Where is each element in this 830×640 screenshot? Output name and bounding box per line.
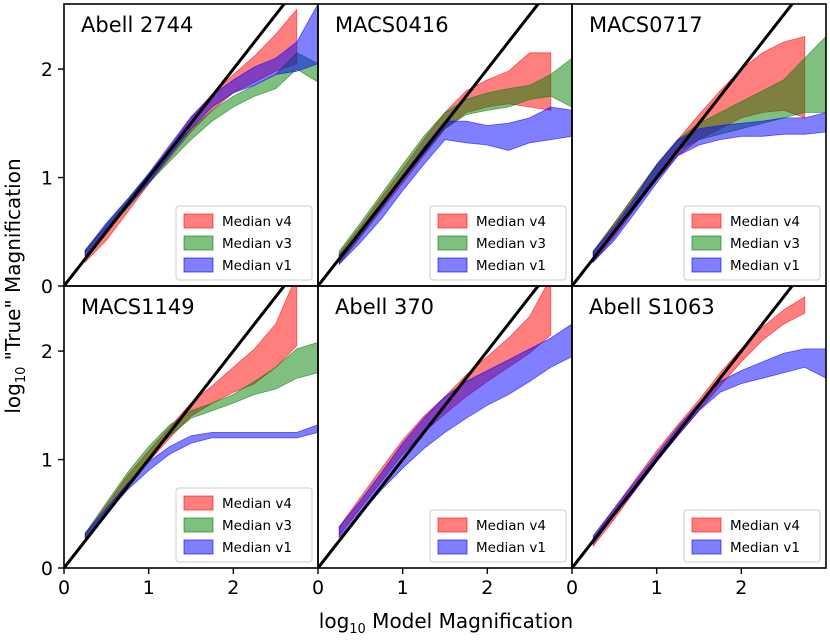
legend-label-median-v4-abell-s1063: Median v4: [730, 518, 800, 534]
legend-swatch-median-v4-abell-s1063: [691, 517, 722, 533]
one-to-one-line-macs1149: [64, 286, 287, 568]
legend-label-median-v4-abell-370: Median v4: [476, 518, 546, 534]
legend-swatch-median-v1-abell-s1063: [691, 539, 722, 555]
x-axis-title: log10 Model Magnification: [319, 609, 573, 637]
legend-label-median-v1-macs1149: Median v1: [222, 540, 292, 556]
panel-plot-area-macs0717: [572, 4, 826, 286]
panel-plot-area-abell-370: [318, 286, 572, 568]
panel-title-macs1149: MACS1149: [81, 295, 195, 319]
one-to-one-line-abell-2744: [64, 4, 287, 286]
legend-swatch-median-v1-macs1149: [183, 539, 214, 555]
one-to-one-line-macs0717: [572, 4, 795, 286]
x-tick-label-macs1149-0: 0: [58, 577, 70, 599]
y-axis-title-rest: "True" Magnification: [1, 158, 25, 366]
legend-label-median-v3-abell-2744: Median v3: [222, 236, 292, 252]
panel-title-macs0717: MACS0717: [589, 13, 703, 37]
panel-macs0717: MACS0717 Median v4 Median v3 Median v1: [571, 3, 827, 287]
legend-label-median-v4-macs0416: Median v4: [476, 214, 546, 230]
legend-label-median-v1-macs0717: Median v1: [730, 258, 800, 274]
legend-swatch-median-v4-macs0717: [691, 213, 722, 229]
legend-swatch-median-v1-abell-370: [437, 539, 468, 555]
legend-swatch-median-v1-macs0717: [691, 257, 722, 273]
legend-label-median-v1-abell-s1063: Median v1: [730, 540, 800, 556]
legend-macs1149: Median v4 Median v3 Median v1: [175, 487, 313, 563]
legend-swatch-median-v4-abell-370: [437, 517, 468, 533]
y-tick-label-macs1149-1: 1: [41, 450, 53, 472]
y-tick-label-abell-2744-1: 1: [41, 168, 53, 190]
one-to-one-line-abell-370: [318, 286, 541, 568]
panel-title-macs0416: MACS0416: [335, 13, 449, 37]
legend-label-median-v4-macs0717: Median v4: [730, 214, 800, 230]
panel-title-abell-370: Abell 370: [335, 295, 434, 319]
legend-label-median-v1-macs0416: Median v1: [476, 258, 546, 274]
x-tick-label-macs1149-2: 2: [227, 577, 239, 599]
x-tick-label-macs1149-1: 1: [143, 577, 155, 599]
x-tick-label-abell-370-2: 2: [481, 577, 493, 599]
panel-title-abell-s1063: Abell S1063: [589, 295, 715, 319]
legend-label-median-v1-abell-370: Median v1: [476, 540, 546, 556]
legend-label-median-v1-abell-2744: Median v1: [222, 258, 292, 274]
y-axis-title: log10 "True" Magnification: [1, 158, 29, 413]
panel-plot-area-macs0416: [318, 4, 572, 286]
one-to-one-line-abell-s1063: [572, 286, 795, 568]
legend-swatch-median-v4-abell-2744: [183, 213, 214, 229]
legend-label-median-v3-macs1149: Median v3: [222, 518, 292, 534]
y-tick-label-abell-2744-2: 2: [41, 59, 53, 81]
x-axis-title-subscript: 10: [349, 622, 366, 637]
panels-layer: 0 1 2 Abell 2744 Median v4 Median v3 Median v1…: [41, 3, 827, 599]
band-median-v4-abell-s1063: [592, 296, 806, 548]
panel-plot-area-macs1149: [64, 286, 318, 568]
panel-plot-area-abell-s1063: [572, 286, 826, 568]
band-median-v1-abell-370: [338, 323, 572, 539]
axes-layer: log10 Model Magnification log10 "True" M…: [1, 158, 573, 637]
legend-abell-370: Median v4 Median v1: [429, 509, 567, 563]
y-tick-label-macs1149-2: 2: [41, 341, 53, 363]
legend-macs0416: Median v4 Median v3 Median v1: [429, 205, 567, 281]
legend-label-median-v4-macs1149: Median v4: [222, 496, 292, 512]
legend-abell-2744: Median v4 Median v3 Median v1: [175, 205, 313, 281]
x-tick-label-abell-s1063-2: 2: [735, 577, 747, 599]
panel-abell-2744: 0 1 2 Abell 2744 Median v4 Median v3 Median v1: [41, 3, 319, 298]
y-tick-label-abell-2744-0: 0: [41, 276, 53, 298]
legend-swatch-median-v1-abell-2744: [183, 257, 214, 273]
legend-swatch-median-v3-macs1149: [183, 517, 214, 533]
legend-swatch-median-v4-macs0416: [437, 213, 468, 229]
legend-label-median-v3-macs0416: Median v3: [476, 236, 546, 252]
legend-swatch-median-v3-macs0717: [691, 235, 722, 251]
legend-macs0717: Median v4 Median v3 Median v1: [683, 205, 821, 281]
panel-frame-abell-s1063: [571, 285, 827, 569]
x-tick-label-abell-s1063-1: 1: [651, 577, 663, 599]
legend-swatch-median-v3-macs0416: [437, 235, 468, 251]
band-median-v1-abell-2744: [84, 4, 318, 261]
y-axis-title-log: log: [1, 383, 25, 414]
legend-label-median-v3-macs0717: Median v3: [730, 236, 800, 252]
legend-swatch-median-v3-abell-2744: [183, 235, 214, 251]
legend-swatch-median-v1-macs0416: [437, 257, 468, 273]
legend-label-median-v4-abell-2744: Median v4: [222, 214, 292, 230]
legend-swatch-median-v4-macs1149: [183, 495, 214, 511]
band-median-v1-macs0717: [592, 112, 826, 264]
panel-title-abell-2744: Abell 2744: [81, 13, 193, 37]
y-tick-label-macs1149-0: 0: [41, 558, 53, 580]
panel-abell-s1063: 0 1 2 Abell S1063 Median v4 Median v1: [566, 285, 827, 599]
x-tick-label-abell-s1063-0: 0: [566, 577, 578, 599]
y-axis-title-subscript: 10: [14, 367, 29, 384]
panel-macs0416: MACS0416 Median v4 Median v3 Median v1: [317, 3, 573, 287]
legend-abell-s1063: Median v4 Median v1: [683, 509, 821, 563]
x-tick-label-abell-370-1: 1: [397, 577, 409, 599]
x-tick-label-abell-370-0: 0: [312, 577, 324, 599]
panel-abell-370: 0 1 2 Abell 370 Median v4 Median v1: [312, 285, 573, 599]
one-to-one-line-macs0416: [318, 4, 541, 286]
panel-plot-area-abell-2744: [64, 4, 318, 286]
x-axis-title-log: log: [319, 609, 350, 633]
x-axis-title-rest: Model Magnification: [366, 609, 573, 633]
band-median-v1-macs0416: [338, 106, 572, 266]
